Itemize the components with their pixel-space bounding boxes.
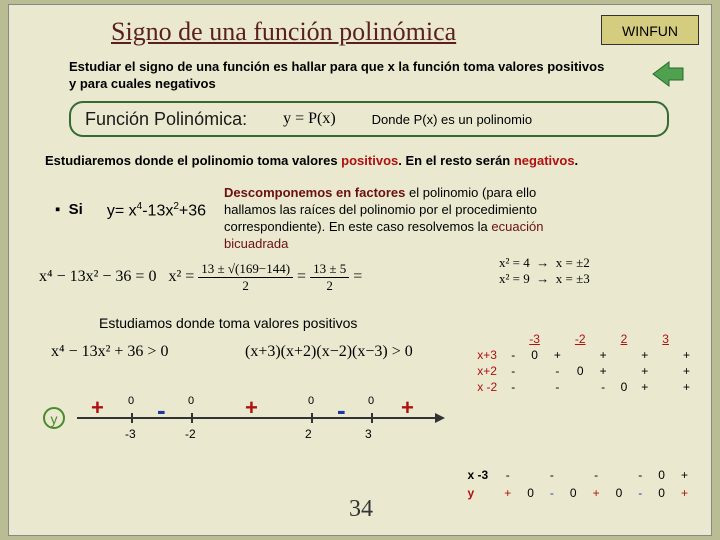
si-word: Si xyxy=(69,201,83,218)
si-desc: Descomponemos en factores el polinomio (… xyxy=(224,185,544,253)
si-formula: y= x4-13x2+36 xyxy=(107,201,206,220)
page-number: 34 xyxy=(349,496,373,523)
equation-roots: x² = 4 → x = ±2 x² = 9 → x = ±3 xyxy=(499,255,590,287)
study-d: negativos xyxy=(514,153,575,168)
eq1fd2: 2 xyxy=(310,278,349,294)
subtitle: Estudiar el signo de una función es hall… xyxy=(69,59,604,93)
eq1fn2: 13 ± 5 xyxy=(310,261,349,278)
study-a: Estudiaremos donde el polinomio toma val… xyxy=(45,153,341,168)
winfun-badge[interactable]: WINFUN xyxy=(601,15,699,45)
subtitle-t4: cuales negativos xyxy=(111,76,216,91)
equation-ineq: x⁴ − 13x² + 36 > 0 xyxy=(51,343,168,361)
sign-table-2: x -3----0+y+0-0+0-0+ xyxy=(459,465,697,503)
eq1eq: = xyxy=(297,268,306,285)
study-e: . xyxy=(575,153,579,168)
eq2a: x² = 4 xyxy=(499,255,530,270)
eq2c: x² = 9 xyxy=(499,271,530,286)
example-row: ▪ Si y= x4-13x2+36 Descomponemos en fact… xyxy=(55,185,544,253)
eq1fn: 13 ± √(169−144) xyxy=(198,261,293,278)
funcbox-title: Función Polinómica: xyxy=(85,109,247,130)
si-label: ▪ Si xyxy=(55,201,83,218)
eq1eq2: = xyxy=(353,268,362,285)
page-title: Signo de una función polinómica xyxy=(111,17,456,47)
sf-b: -13x xyxy=(142,202,173,219)
sf-a: y= x xyxy=(107,202,137,219)
bullet-icon: ▪ xyxy=(55,201,60,218)
subtitle-t3: y para xyxy=(69,76,111,91)
study2-text: Estudiamos donde toma valores positivos xyxy=(99,315,357,331)
sign-table: -3-223x+3-0++++x+2--0+++x -2---0++ xyxy=(470,331,697,395)
eq2b: x = ±2 xyxy=(556,255,590,270)
sf-c: +36 xyxy=(179,202,206,219)
study-text: Estudiaremos donde el polinomio toma val… xyxy=(45,153,578,168)
sid-a: Descomponemos en factores xyxy=(224,185,405,200)
study-b: positivos xyxy=(341,153,398,168)
funcbox-formula: y = P(x) xyxy=(283,110,336,128)
back-arrow-icon[interactable] xyxy=(651,60,685,93)
slide: Signo de una función polinómica WINFUN E… xyxy=(8,4,712,536)
eq1a: x⁴ − 13x² − 36 = 0 xyxy=(39,268,156,285)
subtitle-t1: Estudiar el signo de una función es hall… xyxy=(69,59,413,74)
number-line: y -30-202030+-+-+ xyxy=(41,401,441,461)
funcbox-desc: Donde P(x) es un polinomio xyxy=(372,112,532,127)
equation-factored: (x+3)(x+2)(x−2)(x−3) > 0 xyxy=(245,343,413,361)
study-c: . En el resto serán xyxy=(398,153,514,168)
eq2d: x = ±3 xyxy=(556,271,590,286)
eq1b: x² = xyxy=(168,268,194,285)
eq1fd: 2 xyxy=(198,278,293,294)
y-circle-icon: y xyxy=(43,407,65,429)
function-box: Función Polinómica: y = P(x) Donde P(x) … xyxy=(69,101,669,137)
equation-biquad: x⁴ − 13x² − 36 = 0 x² = 13 ± √(169−144)2… xyxy=(39,261,362,294)
subtitle-t2: función toma valores positivos xyxy=(413,59,604,74)
